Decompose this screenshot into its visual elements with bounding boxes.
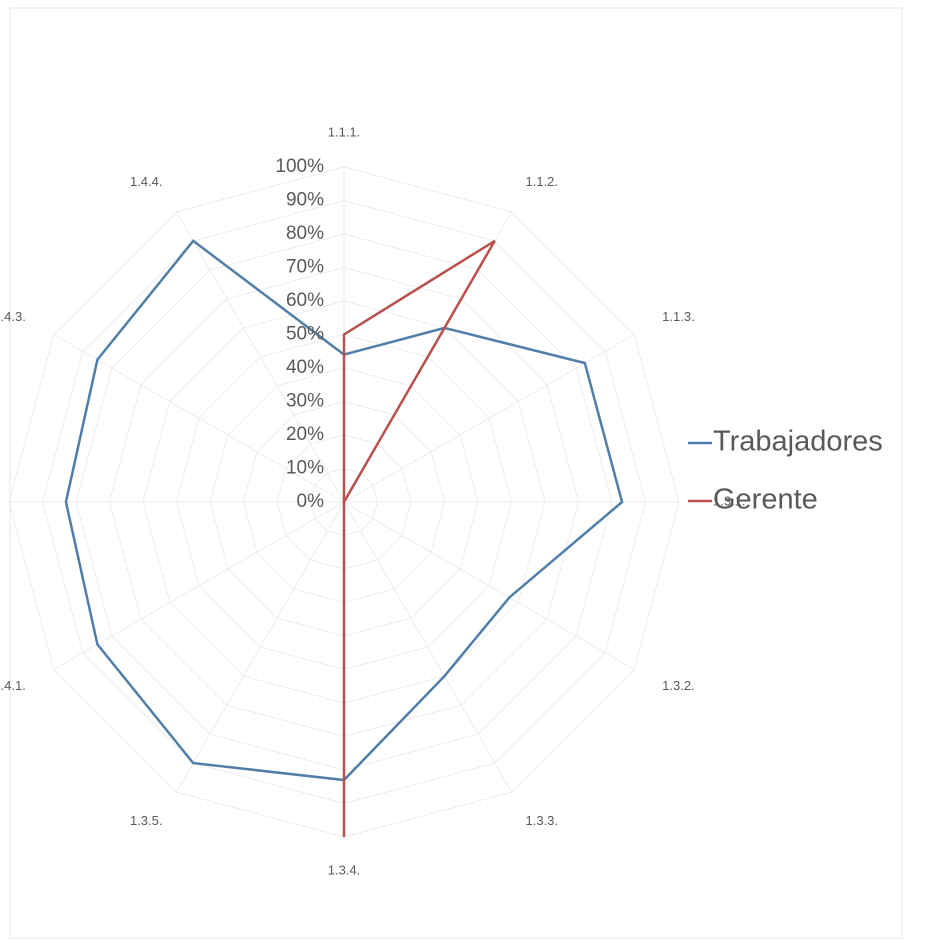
category-label: 1.3.1. bbox=[713, 493, 746, 508]
category-label: 1.4.3. bbox=[0, 309, 26, 324]
y-tick-label: 10% bbox=[286, 458, 324, 479]
spoke bbox=[53, 501, 345, 670]
category-label: 1.3.2. bbox=[662, 678, 695, 693]
chart-frame bbox=[9, 7, 903, 939]
y-tick-label: 100% bbox=[275, 156, 324, 177]
spoke bbox=[343, 501, 635, 670]
category-label: 1.3.3. bbox=[526, 813, 559, 828]
series-line bbox=[342, 239, 496, 837]
category-label: 1.1.2. bbox=[526, 174, 559, 189]
y-tick-label: 90% bbox=[286, 190, 324, 211]
y-tick-label: 50% bbox=[286, 324, 324, 345]
category-label: 1.1.1. bbox=[328, 124, 361, 139]
spoke bbox=[53, 334, 345, 503]
spoke bbox=[176, 501, 345, 793]
legend-label: Trabajadores bbox=[713, 426, 883, 458]
category-label: 1.3.4. bbox=[328, 862, 361, 877]
legend-label: Gerente bbox=[713, 484, 818, 516]
y-tick-label: 20% bbox=[286, 424, 324, 445]
category-label: 1.3.5. bbox=[130, 813, 163, 828]
y-tick-label: 60% bbox=[286, 290, 324, 311]
spoke bbox=[343, 501, 512, 793]
spoke bbox=[176, 211, 345, 503]
y-tick-label: 80% bbox=[286, 223, 324, 244]
y-tick-label: 40% bbox=[286, 357, 324, 378]
category-label: 1.4.4. bbox=[130, 174, 163, 189]
y-tick-label: 70% bbox=[286, 257, 324, 278]
y-tick-label: 30% bbox=[286, 391, 324, 412]
category-label: 1.4.1. bbox=[0, 678, 26, 693]
category-label: 1.1.3. bbox=[662, 309, 695, 324]
y-tick-label: 0% bbox=[297, 491, 325, 512]
